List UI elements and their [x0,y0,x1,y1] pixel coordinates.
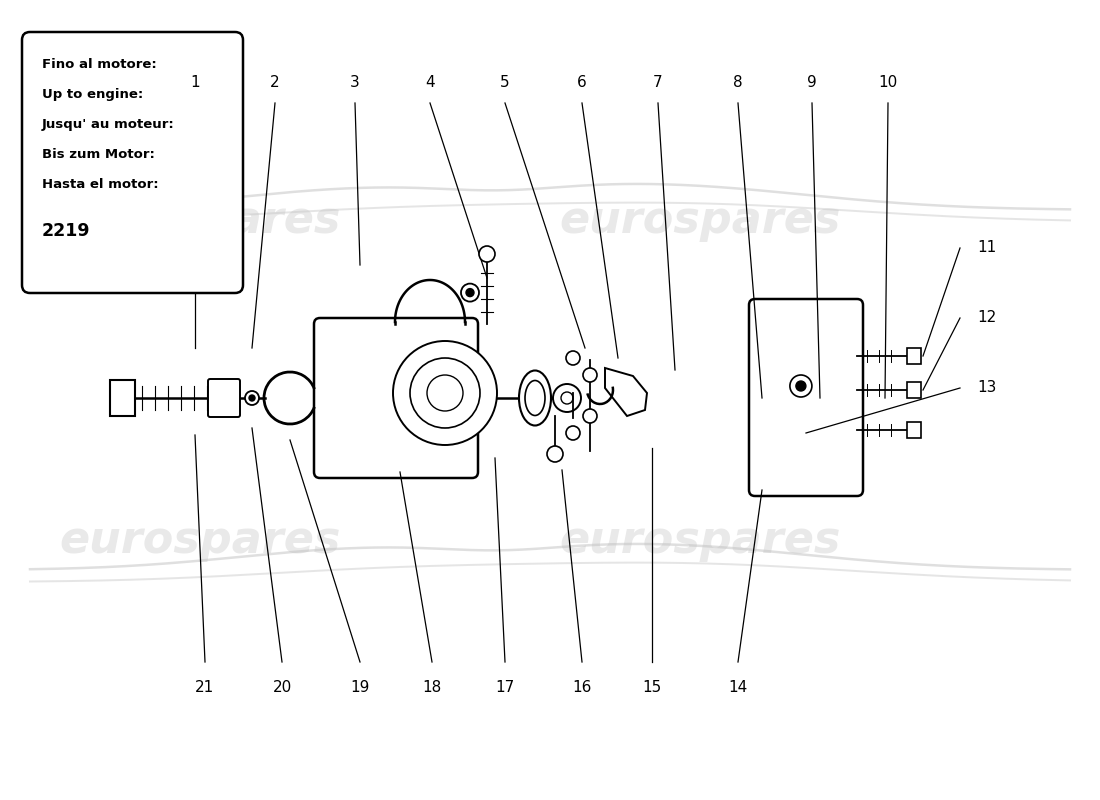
Circle shape [393,341,497,445]
Text: 17: 17 [495,680,515,695]
Text: 5: 5 [500,75,509,90]
Text: eurospares: eurospares [59,198,341,242]
Circle shape [461,284,478,302]
Circle shape [553,384,581,412]
FancyBboxPatch shape [314,318,478,478]
Text: 12: 12 [977,310,997,326]
Text: 7: 7 [653,75,663,90]
Circle shape [790,375,812,397]
Polygon shape [605,368,647,416]
Text: 2: 2 [271,75,279,90]
Bar [908,422,921,438]
Circle shape [566,426,580,440]
Text: 11: 11 [977,241,997,255]
Circle shape [466,289,474,297]
Text: 10: 10 [879,75,898,90]
Text: 18: 18 [422,680,441,695]
Ellipse shape [525,381,544,415]
Text: Up to engine:: Up to engine: [42,88,143,101]
Circle shape [547,446,563,462]
Circle shape [427,375,463,411]
Text: 2219: 2219 [42,222,90,240]
Text: eurospares: eurospares [59,518,341,562]
Ellipse shape [519,370,551,426]
Text: Bis zum Motor:: Bis zum Motor: [42,148,155,161]
Circle shape [561,392,573,404]
Text: 13: 13 [977,381,997,395]
Text: 6: 6 [578,75,587,90]
Text: eurospares: eurospares [559,198,840,242]
Text: 8: 8 [734,75,742,90]
Text: 4: 4 [426,75,434,90]
Circle shape [583,409,597,423]
Circle shape [796,381,806,391]
Text: 3: 3 [350,75,360,90]
Text: 21: 21 [196,680,214,695]
Circle shape [478,246,495,262]
Text: Jusqu' au moteur:: Jusqu' au moteur: [42,118,175,131]
FancyBboxPatch shape [749,299,864,496]
Circle shape [245,391,258,405]
Circle shape [249,395,255,401]
Bar [110,380,135,416]
Text: Hasta el motor:: Hasta el motor: [42,178,158,191]
Text: 15: 15 [642,680,661,695]
Text: Fino al motore:: Fino al motore: [42,58,156,71]
Circle shape [583,368,597,382]
Bar [908,382,921,398]
Text: 14: 14 [728,680,748,695]
Text: 20: 20 [273,680,292,695]
Circle shape [566,351,580,365]
FancyBboxPatch shape [208,379,240,417]
FancyBboxPatch shape [22,32,243,293]
Circle shape [410,358,480,428]
Text: 16: 16 [572,680,592,695]
Text: 19: 19 [350,680,370,695]
Bar [908,348,921,364]
Text: 1: 1 [190,75,200,90]
Text: 9: 9 [807,75,817,90]
Text: eurospares: eurospares [559,518,840,562]
